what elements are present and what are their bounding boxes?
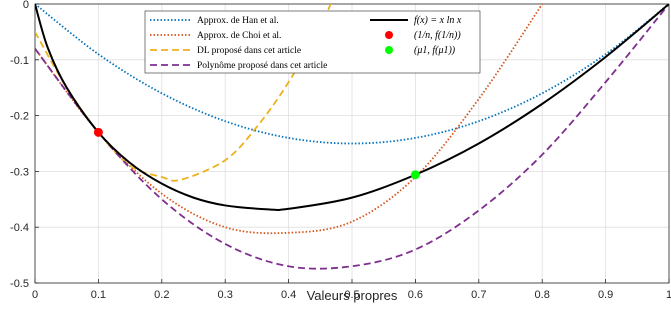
x-tick-label: 1	[666, 289, 671, 301]
y-tick-label: -0.3	[10, 166, 29, 178]
x-tick-label: 0.2	[154, 289, 169, 301]
legend: Approx. de Han et al. Approx. de Choi et…	[144, 10, 481, 74]
legend-pt1-label: (1/n, f(1/n))	[414, 30, 461, 41]
legend-pt2-marker	[385, 46, 393, 54]
x-tick-label: 0	[32, 289, 38, 301]
x-tick-label: 0.6	[408, 289, 423, 301]
x-tick-label: 0.4	[281, 289, 296, 301]
x-tick-label: 0.9	[598, 289, 613, 301]
legend-han-label: Approx. de Han et al.	[197, 16, 279, 26]
x-tick-label: 0.7	[471, 289, 486, 301]
highlight-point-1	[410, 170, 420, 180]
y-tick-label: -0.5	[10, 278, 29, 290]
series-line-3	[35, 4, 669, 270]
series-line-0	[35, 4, 669, 145]
legend-box	[144, 10, 481, 74]
y-tick-label: -0.1	[10, 55, 29, 67]
x-tick-label: 0.3	[218, 289, 233, 301]
x-tick-label: 0.5	[344, 289, 359, 301]
highlight-point-0	[93, 127, 103, 137]
series-line-4	[35, 4, 669, 212]
x-axis-label: Valeurs propres	[307, 288, 398, 303]
y-tick-label: -0.2	[10, 111, 29, 123]
series-layer	[35, 4, 669, 270]
ticks: 0 0.1 0.2 0.3 0.4 0.5 0.6 0.7 0.8 0.9 1 0 -0.1 -0.2 -0…	[10, 0, 671, 301]
legend-pt1-marker	[385, 31, 393, 39]
y-tick-label: -0.4	[10, 222, 29, 234]
x-tick-label: 0.1	[91, 289, 106, 301]
y-tick-label: 0	[23, 0, 29, 11]
points-layer	[93, 127, 420, 180]
legend-poly-label: Polynôme proposé dans cet article	[197, 61, 327, 71]
legend-dl-label: DL proposé dans cet article	[197, 46, 301, 56]
legend-pt2-label: (μ1, f(μ1))	[414, 45, 456, 56]
x-tick-label: 0.8	[535, 289, 550, 301]
legend-choi-label: Approx. de Choi et al.	[197, 31, 281, 41]
legend-f-label: f(x) = x ln x	[414, 15, 462, 26]
